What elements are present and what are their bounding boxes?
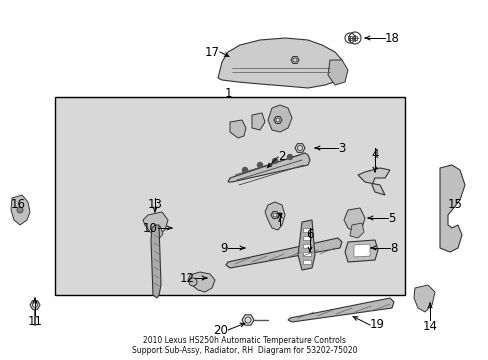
- Text: 12: 12: [180, 271, 195, 284]
- Polygon shape: [327, 60, 347, 85]
- Polygon shape: [11, 195, 30, 225]
- Text: 7: 7: [276, 212, 283, 225]
- Circle shape: [287, 154, 292, 159]
- Text: 5: 5: [387, 211, 395, 225]
- Text: 1: 1: [224, 87, 231, 100]
- Text: 2010 Lexus HS250h Automatic Temperature Controls
Support Sub-Assy, Radiator, RH : 2010 Lexus HS250h Automatic Temperature …: [131, 336, 357, 355]
- Polygon shape: [343, 208, 364, 232]
- Text: 19: 19: [369, 319, 384, 332]
- Circle shape: [242, 167, 247, 172]
- Polygon shape: [353, 244, 369, 257]
- Text: 16: 16: [10, 198, 25, 211]
- Text: 14: 14: [422, 320, 437, 333]
- Bar: [55, 97, 404, 295]
- Polygon shape: [142, 212, 168, 235]
- Polygon shape: [303, 244, 310, 248]
- Text: 15: 15: [447, 198, 462, 211]
- Polygon shape: [345, 240, 377, 262]
- Polygon shape: [294, 144, 305, 152]
- Polygon shape: [349, 223, 363, 238]
- Polygon shape: [264, 202, 285, 230]
- Polygon shape: [242, 315, 253, 325]
- Text: 18: 18: [384, 31, 399, 45]
- Polygon shape: [413, 285, 434, 312]
- Polygon shape: [303, 228, 310, 232]
- Polygon shape: [273, 117, 282, 123]
- Polygon shape: [297, 220, 314, 270]
- Text: 8: 8: [389, 242, 397, 255]
- Text: 9: 9: [220, 242, 227, 255]
- Polygon shape: [30, 301, 40, 309]
- Polygon shape: [187, 272, 215, 292]
- Bar: [352, 36, 356, 40]
- Circle shape: [17, 207, 23, 213]
- Polygon shape: [357, 168, 389, 195]
- Polygon shape: [303, 236, 310, 240]
- Text: 17: 17: [204, 45, 220, 58]
- Polygon shape: [439, 165, 464, 252]
- Polygon shape: [290, 57, 298, 63]
- Polygon shape: [151, 225, 161, 298]
- Text: 6: 6: [305, 228, 313, 241]
- Polygon shape: [225, 238, 341, 268]
- Circle shape: [257, 162, 262, 167]
- Text: 2: 2: [278, 150, 285, 163]
- Text: 3: 3: [337, 141, 345, 154]
- Bar: [347, 36, 351, 40]
- Text: 4: 4: [370, 148, 378, 161]
- Polygon shape: [227, 153, 309, 182]
- Text: 13: 13: [147, 198, 162, 211]
- Polygon shape: [303, 260, 310, 264]
- Polygon shape: [152, 226, 163, 240]
- Polygon shape: [287, 298, 393, 322]
- Text: 10: 10: [143, 221, 158, 234]
- Polygon shape: [229, 120, 245, 138]
- Polygon shape: [251, 113, 264, 130]
- Circle shape: [272, 158, 277, 163]
- Circle shape: [189, 278, 197, 286]
- Text: 20: 20: [213, 324, 227, 337]
- Polygon shape: [270, 212, 279, 219]
- Polygon shape: [267, 105, 291, 132]
- Polygon shape: [218, 38, 345, 88]
- Polygon shape: [303, 252, 310, 256]
- Text: 11: 11: [27, 315, 42, 328]
